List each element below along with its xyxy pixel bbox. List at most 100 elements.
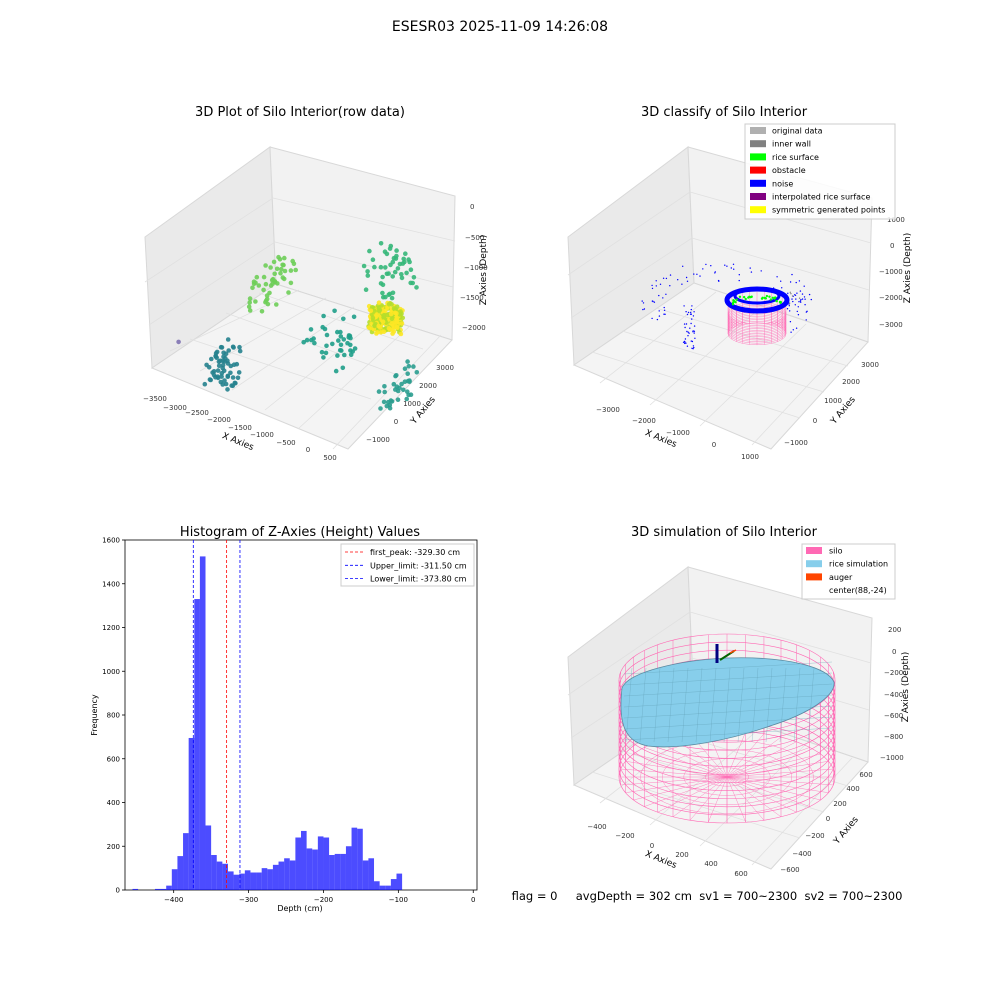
sim-zlabel: Z Axies (Depth) (901, 652, 911, 723)
raw-point (382, 389, 388, 395)
noise-point (681, 283, 683, 285)
rice-mesh-line (623, 672, 833, 686)
noise-point (717, 279, 720, 282)
classify-legend-label: noise (772, 179, 793, 188)
raw-ytick: −1000 (366, 436, 390, 444)
raw-point (404, 270, 409, 276)
raw-point (377, 325, 383, 330)
histogram-xtick-label: −100 (389, 896, 408, 904)
noise-point (686, 345, 689, 347)
noise-point (791, 295, 794, 297)
raw-point (275, 281, 280, 286)
classify-plot-title: 3D classify of Silo Interior (641, 105, 808, 120)
raw-point (387, 405, 393, 411)
raw-point (397, 261, 403, 267)
raw-point (399, 321, 405, 326)
raw-point (399, 275, 405, 281)
raw-point (408, 280, 414, 286)
histogram-bar (216, 861, 223, 890)
raw-point (278, 271, 283, 276)
raw-point (335, 329, 340, 335)
classify-legend: original data inner wall rice surface obsta… (744, 123, 896, 220)
rice-mesh-line (623, 683, 833, 697)
simulation-axis-ticks: −400 −200 0 200 400 600 −600 −400 −200 0… (587, 626, 903, 878)
raw-point (401, 256, 407, 262)
noise-point (663, 306, 665, 309)
raw-ytick: 3000 (436, 364, 454, 372)
rice-mesh-line (623, 694, 833, 708)
noise-point (795, 327, 798, 329)
noise-point (795, 281, 797, 284)
raw-point (376, 300, 382, 306)
raw-point (380, 290, 385, 296)
noise-point (691, 318, 693, 320)
raw-point (272, 271, 278, 277)
raw-point (404, 396, 410, 402)
raw-point (301, 339, 307, 345)
noise-point (804, 298, 806, 300)
histogram-bar (188, 737, 195, 890)
raw-point (376, 389, 382, 394)
noise-point (688, 332, 690, 334)
raw-point (236, 370, 242, 375)
noise-point (796, 292, 798, 294)
histogram-ytick-label: 1400 (102, 580, 120, 588)
histogram-xtick-label: −200 (314, 896, 333, 904)
raw-point (372, 264, 377, 270)
noise-point (659, 283, 662, 285)
noise-point (686, 280, 689, 282)
noise-point (705, 263, 707, 266)
noise-point (684, 326, 686, 329)
raw-point (389, 321, 395, 327)
sim-ytick: 600 (859, 771, 872, 779)
histogram-bar (362, 860, 369, 890)
raw-ytick: 0 (394, 418, 398, 426)
sim-ylabel: Y Axies (832, 815, 861, 847)
simulation-title: 3D simulation of Silo Interior (631, 525, 818, 540)
histogram-bar (132, 888, 139, 890)
classify-xtick: −3000 (596, 406, 620, 414)
histogram-bar (289, 860, 296, 890)
raw-point (365, 269, 370, 274)
rice-mesh-line (695, 667, 703, 743)
auger-tip (729, 649, 737, 654)
raw-point (281, 262, 286, 268)
raw-xtick: 0 (306, 446, 310, 454)
raw-point (231, 345, 236, 350)
silo-floor-spoke (726, 776, 834, 786)
histogram-legend: first_peak: -329.30 cm Upper_limit: -311.… (340, 543, 475, 587)
sim-ztick: 0 (892, 648, 896, 656)
raw-point (223, 381, 229, 387)
raw-point (271, 259, 277, 265)
raw-point (330, 341, 335, 347)
histogram-legend-label: first_peak: -329.30 cm (370, 548, 460, 557)
sim-xtick: 600 (734, 870, 747, 878)
raw-point (383, 265, 388, 270)
histogram-bar (312, 849, 318, 890)
silo-floor-spoke (620, 768, 728, 778)
noise-point (684, 341, 686, 343)
raw-point (230, 375, 236, 380)
raw-point (226, 348, 231, 353)
auger (715, 644, 737, 663)
raw-point (237, 348, 243, 354)
classify-points (641, 263, 812, 350)
raw-point (324, 343, 329, 349)
histogram-ytick-label: 200 (107, 843, 120, 851)
histogram-bar (239, 873, 245, 890)
noise-point (683, 323, 686, 325)
raw-point (402, 379, 408, 385)
noise-point (652, 300, 654, 303)
sim-ytick: 400 (846, 785, 859, 793)
raw-point (293, 267, 299, 273)
classify-xtick: 0 (712, 441, 716, 449)
raw-point (222, 378, 227, 383)
simulation-legend-label: rice simulation (829, 560, 888, 569)
raw-point (216, 363, 222, 369)
raw-point (399, 311, 404, 317)
histogram-bar (154, 888, 161, 890)
histogram-bar (166, 885, 172, 891)
noise-point (684, 338, 687, 340)
raw-point (308, 327, 314, 332)
